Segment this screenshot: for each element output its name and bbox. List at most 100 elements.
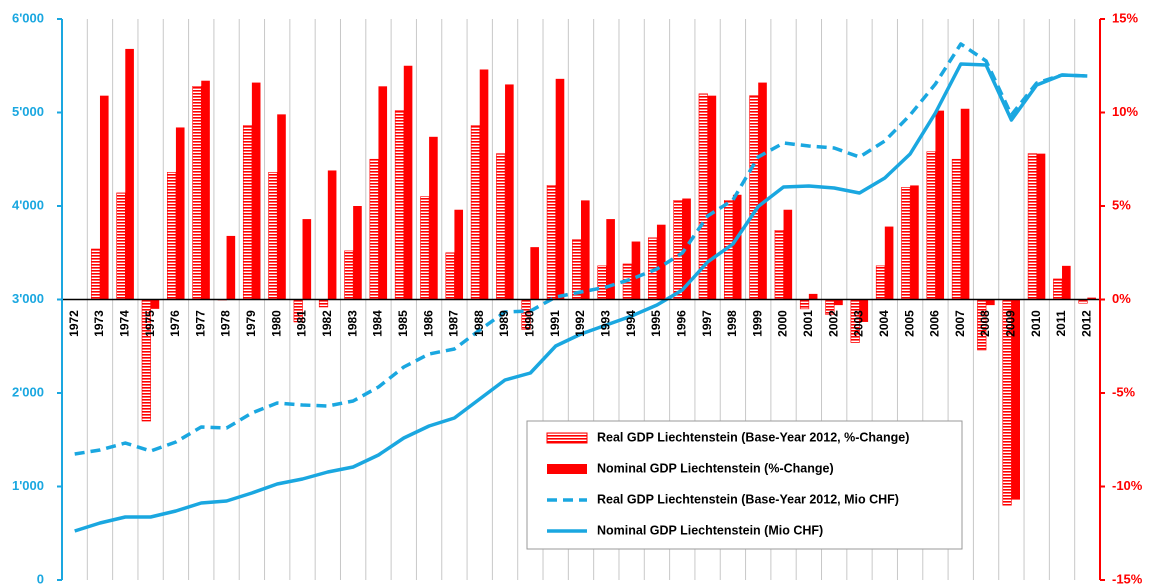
x-tick-label: 2006	[928, 310, 942, 337]
bar	[1053, 278, 1063, 300]
legend-label: Nominal GDP Liechtenstein (Mio CHF)	[597, 523, 823, 537]
plot	[74, 42, 1096, 533]
x-tick-label: 2007	[953, 310, 967, 337]
bar	[277, 114, 286, 300]
x-tick-label: 1992	[573, 310, 587, 337]
bar	[935, 110, 945, 300]
bar	[175, 127, 185, 300]
bar	[251, 82, 261, 300]
y-tick-label: 1'000	[12, 478, 44, 493]
y-tick-label: 0	[37, 571, 44, 586]
bar	[926, 151, 936, 300]
x-tick-label: 1987	[447, 310, 461, 337]
bar	[834, 299, 843, 306]
bar	[1011, 299, 1020, 500]
bar	[167, 172, 177, 300]
bar	[378, 86, 388, 300]
x-tick-label: 2008	[978, 310, 992, 337]
bar	[91, 248, 101, 300]
bar	[707, 95, 717, 300]
y-tick-label: 4'000	[12, 197, 44, 212]
bar	[606, 219, 615, 300]
x-tick-label: 1973	[92, 310, 106, 337]
bar	[369, 158, 379, 300]
legend-box	[526, 420, 963, 550]
x-tick-label: 1972	[67, 310, 81, 337]
bar	[445, 252, 455, 300]
x-tick-label: 1989	[497, 310, 511, 337]
y2-tick-label: -5%	[1112, 384, 1136, 399]
bar	[454, 209, 464, 300]
bar	[403, 65, 413, 300]
bar	[429, 136, 438, 300]
bar	[901, 187, 911, 300]
bar	[749, 95, 759, 300]
x-tick-label: 2002	[826, 310, 840, 337]
bar	[1087, 297, 1096, 300]
bar	[1036, 153, 1046, 300]
y-tick-label: 2'000	[12, 384, 44, 399]
x-tick-label: 1985	[396, 310, 410, 337]
x-tick-label: 1980	[269, 310, 283, 337]
y2-tick-label: -15%	[1112, 571, 1143, 586]
x-tick-label: 1991	[548, 310, 562, 337]
x-tick-label: 1998	[725, 310, 739, 337]
bar	[268, 172, 278, 300]
bar	[344, 250, 354, 300]
x-tick-label: 1988	[472, 310, 486, 337]
x-tick-label: 1983	[345, 310, 359, 337]
x-tick-label: 1977	[193, 310, 207, 337]
bar	[597, 265, 607, 300]
bar	[758, 82, 767, 300]
bar	[1062, 265, 1071, 300]
bar	[226, 235, 236, 300]
legend-label: Nominal GDP Liechtenstein (%-Change)	[597, 461, 834, 475]
y2-tick-label: 5%	[1112, 197, 1131, 212]
y-tick-label: 3'000	[12, 291, 44, 306]
bar	[201, 80, 210, 300]
x-tick-label: 1975	[143, 310, 157, 337]
bar	[394, 110, 405, 300]
bar	[150, 299, 160, 309]
bar	[808, 293, 818, 300]
x-tick-label: 2005	[902, 310, 916, 337]
bar	[581, 200, 590, 300]
legend-label: Real GDP Liechtenstein (Base-Year 2012, …	[597, 492, 899, 506]
bar	[986, 299, 995, 306]
x-tick-label: 1981	[295, 310, 309, 337]
x-tick-label: 1982	[320, 310, 334, 337]
bar	[555, 78, 565, 300]
x-tick-label: 2012	[1080, 310, 1094, 337]
bar	[884, 226, 894, 300]
legend-label: Real GDP Liechtenstein (Base-Year 2012, …	[597, 430, 909, 444]
bar	[631, 241, 641, 300]
line	[74, 42, 1088, 456]
x-tick-label: 2003	[852, 310, 866, 337]
x-tick-label: 1995	[649, 310, 663, 337]
bar	[242, 125, 253, 300]
bar	[732, 194, 742, 300]
bar	[682, 198, 691, 300]
bar	[318, 299, 329, 308]
bar	[420, 196, 430, 300]
x-tick-label: 2000	[776, 310, 790, 337]
x-tick-label: 1999	[750, 310, 764, 337]
bar	[1027, 153, 1038, 300]
x-tick-label: 2004	[877, 310, 891, 337]
bar	[799, 299, 810, 310]
x-tick-label: 1993	[598, 310, 612, 337]
bar	[125, 48, 134, 300]
bar	[960, 108, 970, 300]
legend-swatch	[546, 432, 588, 444]
x-tick-label: 1994	[624, 310, 638, 337]
bar	[910, 185, 919, 300]
x-tick-label: 2001	[801, 310, 815, 337]
bar	[530, 247, 539, 300]
bar	[327, 170, 337, 300]
x-tick-label: 1974	[117, 310, 131, 337]
x-tick-label: 2011	[1054, 310, 1068, 336]
bar	[859, 299, 869, 322]
x-tick-label: 1984	[371, 310, 385, 337]
legend-swatch	[547, 464, 587, 474]
